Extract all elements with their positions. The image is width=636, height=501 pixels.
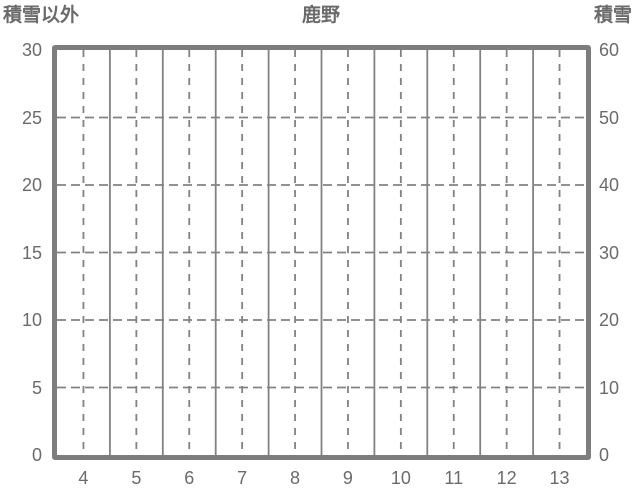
plot-area — [52, 45, 591, 460]
x-tick-label: 8 — [290, 468, 301, 488]
y-right-tick-label: 60 — [599, 40, 620, 60]
x-tick-label: 11 — [444, 468, 464, 488]
left-axis-title: 積雪以外 — [3, 5, 80, 26]
y-right-tick-label: 40 — [599, 175, 620, 195]
y-left-tick-label: 10 — [21, 310, 42, 330]
x-tick-label: 4 — [78, 468, 89, 488]
right-axis-title: 積雪 — [593, 5, 632, 26]
gridlines — [57, 50, 586, 455]
x-tick-label: 10 — [390, 468, 411, 488]
x-tick-label: 13 — [549, 468, 570, 488]
y-left-tick-label: 30 — [21, 40, 42, 60]
y-right-tick-label: 50 — [599, 107, 620, 128]
x-tick-label: 6 — [184, 468, 195, 488]
y-left-tick-label: 0 — [31, 445, 42, 465]
x-tick-label: 9 — [342, 468, 353, 488]
y-right-tick-label: 30 — [599, 242, 620, 263]
y-right-tick-label: 0 — [599, 445, 610, 465]
y-left-tick-label: 15 — [21, 242, 42, 263]
x-tick-label: 12 — [496, 468, 517, 488]
x-tick-label: 5 — [131, 468, 142, 488]
x-tick-label: 7 — [237, 468, 248, 488]
y-right-tick-label: 10 — [599, 377, 620, 398]
y-left-tick-label: 20 — [21, 175, 42, 195]
y-right-tick-label: 20 — [599, 310, 620, 330]
chart-title: 鹿野 — [301, 5, 341, 26]
y-left-tick-label: 25 — [21, 107, 42, 128]
y-left-tick-label: 5 — [31, 377, 42, 398]
